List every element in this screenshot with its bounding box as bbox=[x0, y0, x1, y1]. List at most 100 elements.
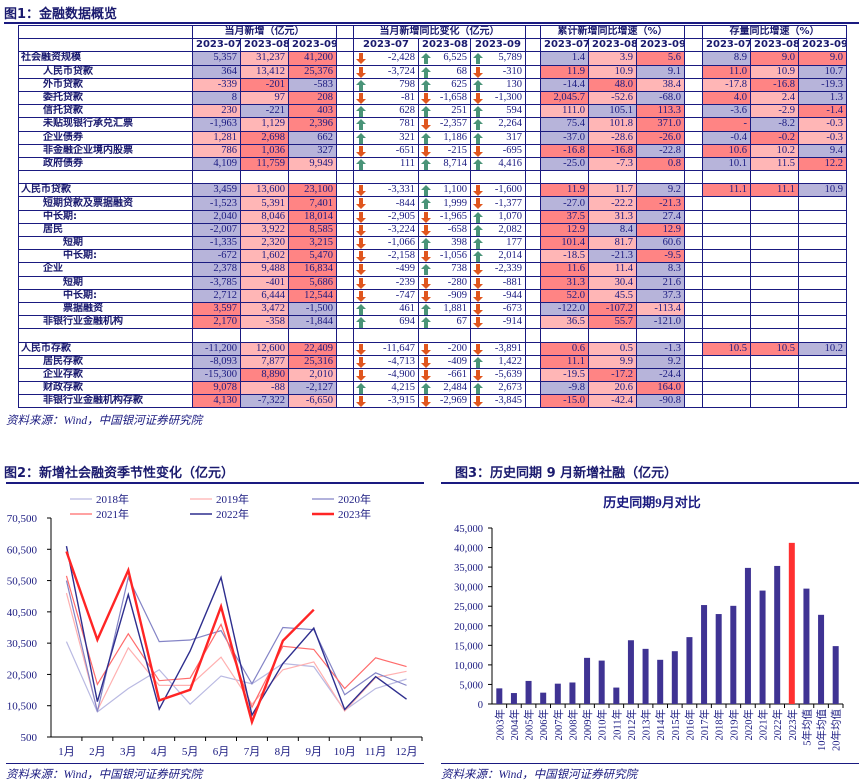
y-tick-label: 30,500 bbox=[7, 638, 38, 650]
period-header: 2023-08 bbox=[588, 38, 638, 53]
legend-label: 2022年 bbox=[216, 507, 249, 521]
fig2-title: 图2：新增社会融资季节性变化（亿元） bbox=[4, 466, 235, 481]
blank-cell bbox=[353, 170, 419, 185]
yoy-change-value: 1,999 bbox=[443, 197, 467, 209]
column-gap bbox=[684, 104, 704, 119]
arrow-up-icon bbox=[421, 185, 431, 196]
yoy-change-value: -1,300 bbox=[494, 92, 523, 104]
yoy-change-value: 4,416 bbox=[498, 157, 523, 169]
yoy-change-cell: 398 bbox=[418, 235, 471, 251]
arrow-down-icon bbox=[421, 145, 431, 157]
new-value-cell: -221 bbox=[240, 104, 289, 119]
yoy-change-cell: -1,056 bbox=[418, 249, 471, 264]
column-gap bbox=[336, 24, 354, 40]
x-tick-label: 2009年 bbox=[581, 709, 594, 741]
arrow-down-icon bbox=[356, 396, 366, 407]
column-gap bbox=[525, 354, 542, 369]
new-value-cell: -1,523 bbox=[192, 196, 241, 211]
row-label: 非银行业金融机构 bbox=[18, 315, 193, 330]
cumulative-growth-cell: -22.2 bbox=[588, 196, 638, 211]
stock-growth-cell: 10.1 bbox=[702, 156, 752, 172]
group-header: 存量同比增速（%） bbox=[702, 24, 848, 40]
x-tick-label: 2022年 bbox=[771, 709, 784, 741]
yoy-change-cell: 5,789 bbox=[469, 51, 527, 66]
x-tick-label: 3月 bbox=[120, 746, 137, 758]
cumulative-growth-cell: 11.9 bbox=[540, 183, 590, 198]
column-gap bbox=[525, 38, 542, 53]
arrow-up-icon bbox=[356, 132, 366, 144]
column-gap bbox=[525, 315, 542, 330]
cumulative-growth-cell: 55.7 bbox=[588, 315, 638, 330]
yoy-change-cell: 738 bbox=[418, 262, 471, 277]
stock-growth-cell bbox=[798, 288, 848, 303]
bar-2015年 bbox=[671, 651, 678, 704]
column-gap bbox=[336, 156, 354, 172]
yoy-change-value: -661 bbox=[447, 368, 467, 380]
cumulative-growth-cell: 60.6 bbox=[636, 235, 686, 251]
new-value-cell: -2,007 bbox=[192, 222, 241, 238]
new-value-cell: 1,281 bbox=[192, 130, 241, 145]
new-value-cell: -1,844 bbox=[288, 315, 337, 330]
arrow-down-icon bbox=[473, 317, 483, 328]
new-value-cell: 8 bbox=[192, 90, 241, 106]
new-value-cell: 13,600 bbox=[240, 183, 289, 198]
stock-growth-cell: -0.3 bbox=[798, 117, 848, 132]
yoy-change-value: -215 bbox=[447, 144, 467, 156]
cumulative-growth-cell: 0.6 bbox=[540, 341, 590, 356]
column-gap bbox=[684, 315, 704, 330]
stock-growth-cell: -2.9 bbox=[750, 104, 800, 119]
arrow-down-icon bbox=[421, 277, 431, 289]
yoy-change-value: -4,900 bbox=[387, 368, 415, 380]
row-label: 委托贷款 bbox=[18, 90, 193, 106]
new-value-cell: -672 bbox=[192, 249, 241, 264]
cumulative-growth-cell: 11.6 bbox=[540, 262, 590, 277]
row-label: 居民 bbox=[18, 222, 193, 238]
new-value-cell: 2,320 bbox=[240, 235, 289, 251]
yoy-change-cell: -239 bbox=[353, 275, 419, 290]
yoy-change-cell: 67 bbox=[418, 315, 471, 330]
arrow-down-icon bbox=[473, 145, 483, 157]
yoy-change-cell: -200 bbox=[418, 341, 471, 356]
stock-growth-cell: 10.5 bbox=[750, 341, 800, 356]
arrow-up-icon bbox=[421, 198, 431, 210]
cumulative-growth-cell: -16.8 bbox=[588, 143, 638, 158]
stock-growth-cell bbox=[750, 262, 800, 277]
stock-growth-cell bbox=[798, 367, 848, 383]
arrow-down-icon bbox=[356, 251, 366, 262]
yoy-change-value: -1,377 bbox=[494, 197, 523, 209]
yoy-change-value: -1,600 bbox=[494, 184, 523, 196]
fig2-title-rule bbox=[6, 482, 424, 484]
column-gap bbox=[525, 156, 542, 172]
new-value-cell: 4,130 bbox=[192, 394, 241, 409]
yoy-change-value: 1,100 bbox=[443, 184, 467, 196]
stock-growth-cell bbox=[798, 222, 848, 238]
yoy-change-cell: -3,224 bbox=[353, 222, 419, 238]
cumulative-growth-cell: 30.4 bbox=[588, 275, 638, 290]
table-row: 外币贷款 -339 -201 -583 798 625 130 -14.4 48.0 38.4 -1… bbox=[18, 77, 848, 92]
yoy-change-cell: -1,300 bbox=[469, 90, 527, 106]
stock-growth-cell bbox=[798, 301, 848, 317]
column-gap bbox=[684, 381, 704, 396]
bar-2005年 bbox=[525, 680, 532, 704]
yoy-change-value: 67 bbox=[456, 316, 468, 328]
arrow-up-icon bbox=[473, 238, 483, 249]
yoy-change-value: -3,845 bbox=[494, 395, 523, 407]
blank-cell bbox=[418, 170, 471, 185]
column-gap bbox=[684, 196, 704, 211]
cumulative-growth-cell: -22.8 bbox=[636, 143, 686, 158]
yoy-change-cell: 594 bbox=[469, 104, 527, 119]
row-label: 中长期: bbox=[18, 288, 193, 303]
column-gap bbox=[684, 288, 704, 303]
new-value-cell: -11,200 bbox=[192, 341, 241, 356]
x-tick-label: 5月 bbox=[182, 746, 199, 758]
yoy-change-cell: -5,639 bbox=[469, 367, 527, 383]
column-gap bbox=[525, 77, 542, 92]
cumulative-growth-cell: 0.5 bbox=[588, 341, 638, 356]
bar-2004年 bbox=[510, 693, 517, 704]
blank-cell bbox=[525, 328, 542, 343]
yoy-change-value: 628 bbox=[399, 105, 415, 117]
new-value-cell: 364 bbox=[192, 64, 241, 79]
column-gap bbox=[336, 354, 354, 369]
stock-growth-cell bbox=[798, 249, 848, 264]
cumulative-growth-cell: 2,045.7 bbox=[540, 90, 590, 106]
